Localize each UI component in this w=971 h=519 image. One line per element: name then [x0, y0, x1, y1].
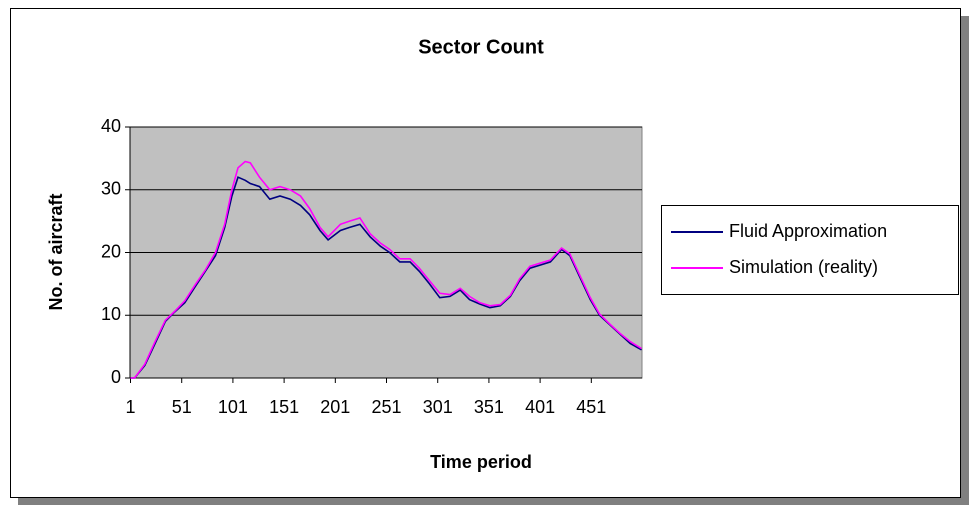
series-line — [130, 160, 642, 379]
x-tick-label: 451 — [576, 397, 606, 417]
x-axis-label: Time period — [430, 452, 532, 472]
x-tick-label: 51 — [172, 397, 192, 417]
series-line — [130, 176, 642, 379]
y-axis-label: No. of aircraft — [46, 193, 66, 310]
y-tick-label: 40 — [101, 116, 121, 136]
x-tick-label: 251 — [371, 397, 401, 417]
y-tick-label: 10 — [101, 304, 121, 324]
chart-title: Sector Count — [418, 36, 544, 58]
x-tick-label: 201 — [320, 397, 350, 417]
x-tick-label: 401 — [525, 397, 555, 417]
legend-label: Simulation (reality) — [729, 257, 878, 277]
x-tick-label: 301 — [423, 397, 453, 417]
y-tick-label: 0 — [111, 367, 121, 387]
legend — [661, 205, 959, 295]
y-tick-label: 20 — [101, 241, 121, 261]
x-tick-label: 151 — [269, 397, 299, 417]
legend-label: Fluid Approximation — [729, 221, 887, 241]
x-tick-label: 101 — [218, 397, 248, 417]
x-tick-label: 1 — [126, 397, 136, 417]
x-tick-label: 351 — [474, 397, 504, 417]
y-tick-label: 30 — [101, 179, 121, 199]
